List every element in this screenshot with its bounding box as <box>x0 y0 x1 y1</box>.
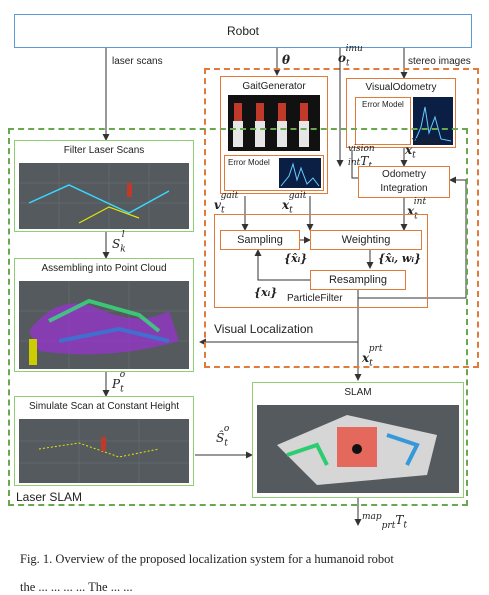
gait-generator-label: GaitGenerator <box>242 81 306 92</box>
vo-error-plot <box>413 97 453 145</box>
odometry-line2: Integration <box>380 183 428 194</box>
visual-localization-region <box>204 68 479 368</box>
gait-error-model-label: Error Model <box>228 158 270 167</box>
visual-localization-label: Visual Localization <box>214 322 314 336</box>
gait-generator-box: GaitGenerator Error Model <box>220 76 328 194</box>
vo-error-model-label: Error Model <box>362 100 404 109</box>
gait-error-model-box: Error Model <box>224 155 324 191</box>
robot-label: Robot <box>226 24 260 38</box>
visual-odometry-label: VisualOdometry <box>365 82 437 93</box>
v-gait-symbol: vtgait <box>214 191 239 216</box>
assembling-label: Assembling into Point Cloud <box>41 263 167 274</box>
filter-laser-scans-label: Filter Laser Scans <box>63 145 145 156</box>
figure-caption: Fig. 1. Overview of the proposed localiz… <box>20 552 394 566</box>
x-int-symbol: xtint <box>407 197 427 222</box>
slam-map-image <box>257 405 459 493</box>
p-o-t-symbol: Pto <box>112 370 126 395</box>
assembling-box: Assembling into Point Cloud <box>14 258 194 372</box>
simulate-scan-box: Simulate Scan at Constant Height <box>14 396 194 486</box>
o-imu-symbol: otimu <box>338 44 363 69</box>
filter-laser-scans-box: Filter Laser Scans <box>14 140 194 232</box>
particles-weighted-symbol: {x̂ᵢ, wᵢ} <box>378 252 422 265</box>
particle-filter-box: ParticleFilter <box>214 214 428 308</box>
simulated-scan-image <box>19 419 189 483</box>
particles-symbol: {xᵢ} <box>254 286 278 299</box>
robot-box: Robot <box>14 14 472 48</box>
slam-label: SLAM <box>344 387 372 398</box>
theta-symbol: θ <box>282 53 291 67</box>
x-prt-symbol: xtprt <box>362 344 383 369</box>
sampling-label: Sampling <box>237 234 283 246</box>
resampling-box: Resampling <box>310 270 406 290</box>
laser-slam-region <box>8 128 468 506</box>
filter-scans-image <box>19 163 189 229</box>
caption-cut-line: the ... ... ... ... The ... ... <box>20 580 133 594</box>
particles-hat-symbol: {x̂ᵢ} <box>284 252 308 265</box>
particle-filter-label: ParticleFilter <box>287 293 343 304</box>
weighting-box: Weighting <box>310 230 422 250</box>
weighting-label: Weighting <box>341 234 391 246</box>
s-l-k-symbol: Skl <box>112 230 126 255</box>
laser-scans-label: laser scans <box>112 56 163 67</box>
laser-slam-label: Laser SLAM <box>16 490 83 504</box>
s-hat-o-t-symbol: Ŝto <box>216 424 230 449</box>
x-vision-symbol: xtvision <box>405 136 439 161</box>
odometry-integration-box: Odometry Integration <box>358 166 450 198</box>
visual-odometry-box: VisualOdometry Error Model <box>346 78 456 148</box>
gait-error-plot <box>279 158 321 188</box>
point-cloud-image <box>19 281 189 369</box>
stereo-images-label: stereo images <box>408 56 471 67</box>
vo-error-model-box: Error Model <box>355 97 411 145</box>
odometry-line1: Odometry <box>382 169 426 180</box>
gait-robot-images <box>228 95 320 151</box>
sampling-box: Sampling <box>220 230 300 250</box>
x-gait-symbol: xtgait <box>282 191 307 216</box>
simulate-scan-label: Simulate Scan at Constant Height <box>28 401 180 412</box>
resampling-label: Resampling <box>328 274 388 286</box>
slam-box: SLAM <box>252 382 464 498</box>
map-prt-t-symbol: mapprtTt <box>362 512 407 531</box>
